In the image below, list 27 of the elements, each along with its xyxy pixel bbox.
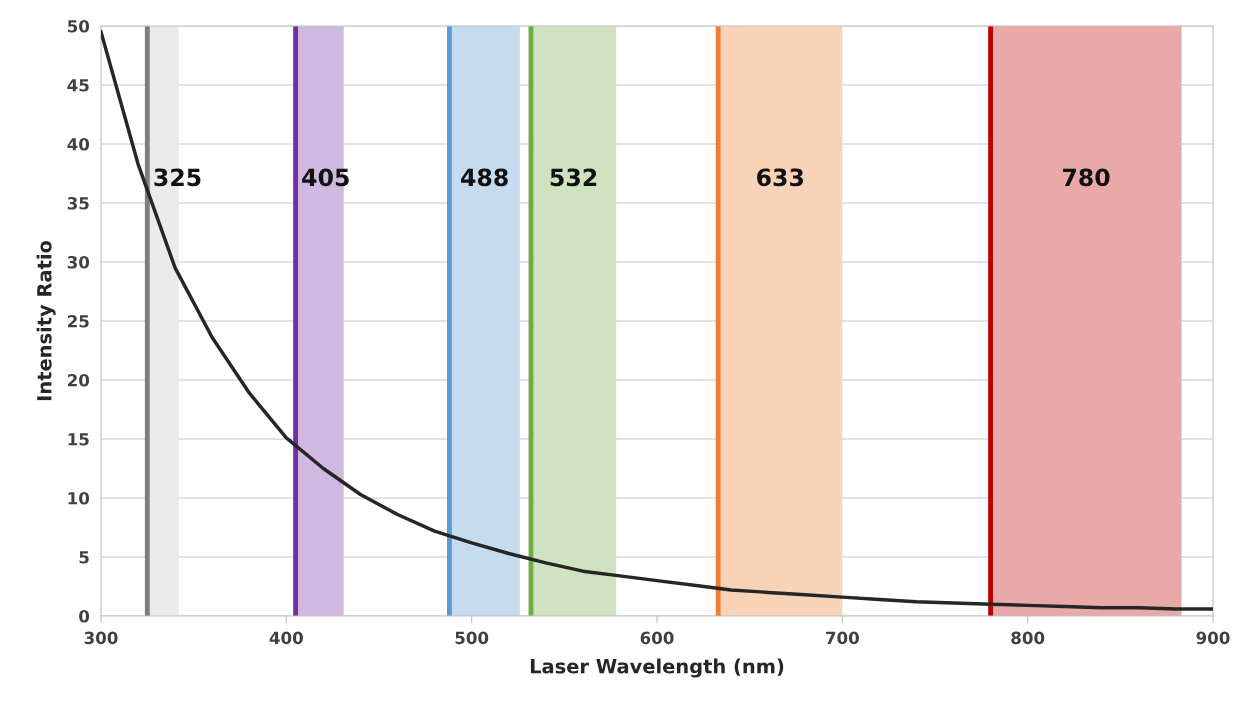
x-tick-label: 500: [455, 631, 489, 645]
y-tick-label: 20: [68, 373, 90, 387]
x-axis-title: Laser Wavelength (nm): [530, 658, 784, 678]
y-axis-title: Intensity Ratio: [36, 240, 56, 401]
x-tick-label: 300: [84, 631, 118, 645]
line-series: [101, 30, 1213, 611]
x-tick-label: 400: [269, 631, 303, 645]
band-label: 488: [461, 168, 508, 187]
y-tick-label: 15: [68, 433, 89, 446]
y-tick-label: 5: [79, 551, 89, 564]
band-label: 633: [757, 168, 804, 187]
y-tick-label: 40: [67, 137, 90, 151]
x-tick-label: 700: [826, 631, 859, 645]
y-tick-label: 0: [79, 609, 90, 623]
x-tick-label: 600: [640, 631, 674, 645]
x-tick-label: 900: [1196, 631, 1230, 645]
band-label: 532: [550, 168, 597, 187]
x-tick-label: 800: [1011, 631, 1045, 645]
y-tick-label: 35: [67, 196, 89, 210]
band-label: 405: [302, 168, 349, 187]
y-tick-label: 50: [67, 19, 90, 33]
y-tick-label: 25: [68, 314, 89, 328]
band-label: 780: [1062, 168, 1110, 187]
y-tick-label: 10: [68, 491, 90, 505]
band-label: 325: [154, 168, 201, 187]
y-tick-label: 30: [67, 255, 90, 269]
y-tick-label: 45: [67, 79, 89, 92]
